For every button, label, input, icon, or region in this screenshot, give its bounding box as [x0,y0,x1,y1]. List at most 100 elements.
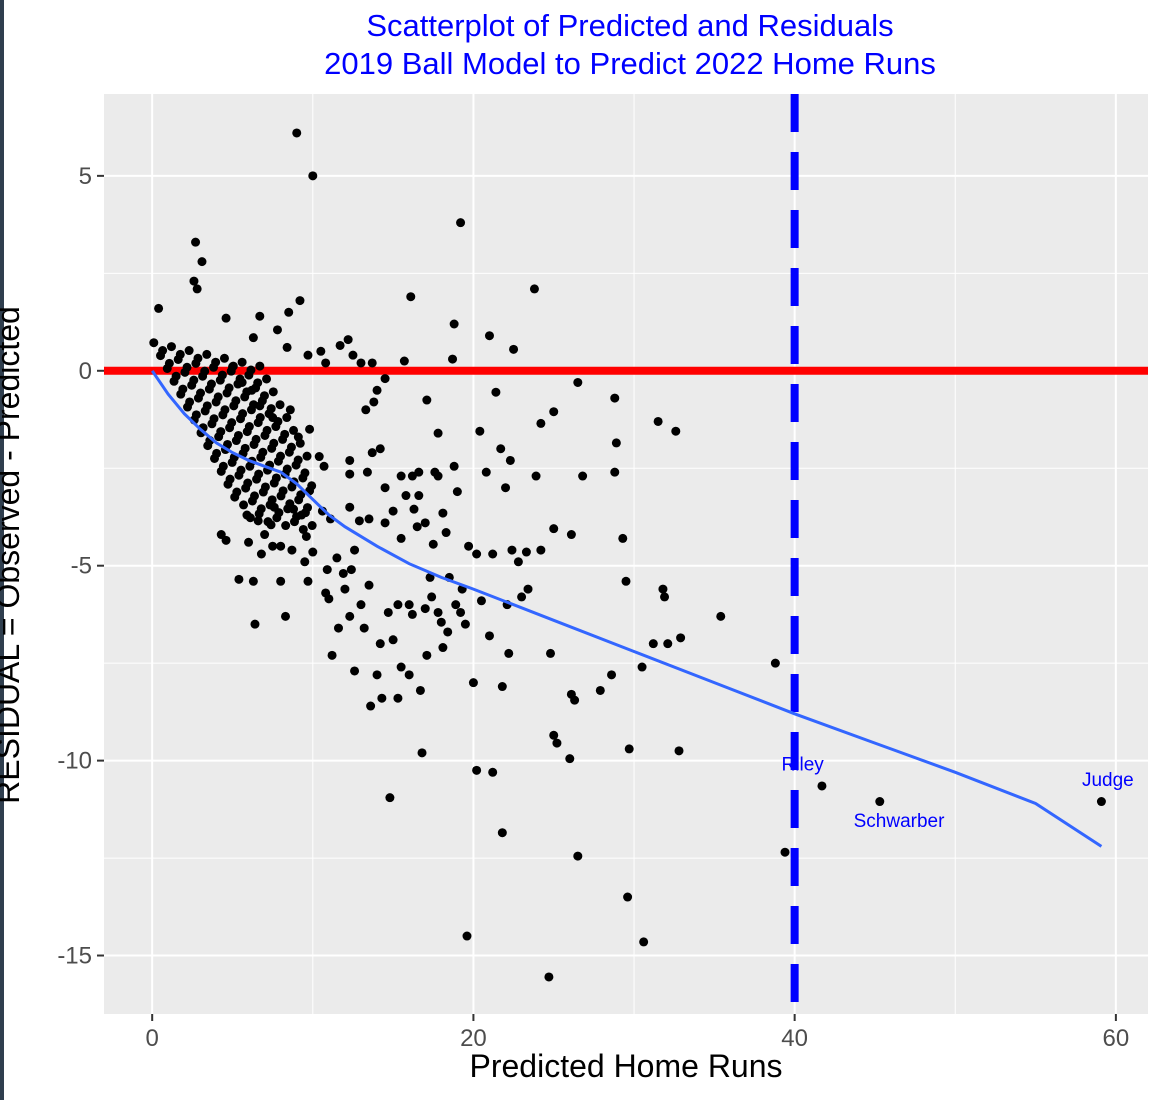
data-point [249,400,259,410]
data-point [232,487,242,497]
data-point [409,504,419,514]
data-point [422,395,432,405]
data-point [274,508,284,518]
data-point [289,425,299,435]
data-point [393,600,403,610]
data-point [149,338,159,348]
data-point [375,444,385,454]
data-point [436,617,446,627]
data-point [273,416,283,426]
data-point [452,487,462,497]
data-point [307,521,317,531]
data-point [171,371,181,381]
data-point [348,350,358,360]
data-point [308,547,318,557]
data-point [362,467,372,477]
data-point [282,342,292,352]
data-point [449,461,459,471]
data-point [624,744,634,754]
data-point [653,416,663,426]
data-point [254,469,264,479]
data-point [817,781,827,791]
data-point [231,396,241,406]
data-point [303,576,313,586]
data-point [178,384,188,394]
data-point [380,518,390,528]
data-point [875,797,885,807]
data-point [166,342,176,352]
data-point [211,357,221,367]
data-point [281,521,291,531]
data-point [324,594,334,604]
data-point [648,639,658,649]
data-point [282,464,292,474]
data-point [531,471,541,481]
data-point [388,506,398,516]
data-point [213,392,223,402]
data-point [209,414,219,424]
annotation-label: Riley [782,754,825,775]
data-point [298,524,308,534]
data-point [271,473,281,483]
data-point [216,427,226,437]
data-point [327,650,337,660]
x-tick-label: 60 [1103,1025,1130,1052]
data-point [573,851,583,861]
data-point [401,491,411,501]
data-point [507,545,517,555]
data-point [517,592,527,602]
data-point [377,693,387,703]
data-point [243,478,253,488]
data-point [521,547,531,557]
data-point [415,685,425,695]
data-point [610,467,620,477]
data-point [300,557,310,567]
data-point [293,455,303,465]
data-point [578,471,588,481]
data-point [259,391,269,401]
data-point [268,541,278,551]
data-point [414,467,424,477]
data-point [443,627,453,637]
data-point [305,424,315,434]
data-point [242,387,252,397]
data-point [332,553,342,563]
data-point [268,387,278,397]
data-point [345,502,355,512]
data-point [367,358,377,368]
data-point [354,516,364,526]
data-point [433,607,443,617]
data-point [272,325,282,335]
data-point [472,549,482,559]
data-point [253,378,263,388]
data-point [393,693,403,703]
data-point [350,545,360,555]
data-point [505,455,515,465]
data-point [175,349,185,359]
data-point [433,428,443,438]
x-axis-label: Predicted Home Runs [469,1048,783,1084]
data-point [245,513,255,523]
annotation-label: Judge [1082,770,1134,791]
data-point [301,531,311,541]
x-tick-label: 20 [460,1025,487,1052]
data-point [356,600,366,610]
annotation-label: Schwarber [854,811,945,832]
data-point [300,468,310,478]
data-point [476,596,486,606]
data-point [286,442,296,452]
data-point [462,931,472,941]
data-point [196,388,206,398]
data-point [287,545,297,555]
data-point [716,611,726,621]
data-point [385,793,395,803]
data-point [472,765,482,775]
data-point [182,362,192,372]
data-point [404,670,414,680]
data-point [262,425,272,435]
point-annotations: Riley Schwarber Judge [782,754,1134,832]
data-point [417,748,427,758]
data-point [234,574,244,584]
data-point [345,611,355,621]
